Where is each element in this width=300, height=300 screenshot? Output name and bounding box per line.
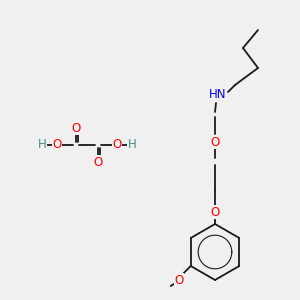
Text: O: O — [174, 274, 183, 286]
Text: O: O — [93, 155, 103, 169]
Text: H: H — [38, 139, 46, 152]
Text: O: O — [210, 206, 220, 218]
Text: O: O — [210, 136, 220, 148]
Text: HN: HN — [209, 88, 227, 101]
Text: O: O — [71, 122, 81, 134]
Text: O: O — [112, 139, 122, 152]
Text: O: O — [52, 139, 62, 152]
Text: H: H — [128, 139, 136, 152]
